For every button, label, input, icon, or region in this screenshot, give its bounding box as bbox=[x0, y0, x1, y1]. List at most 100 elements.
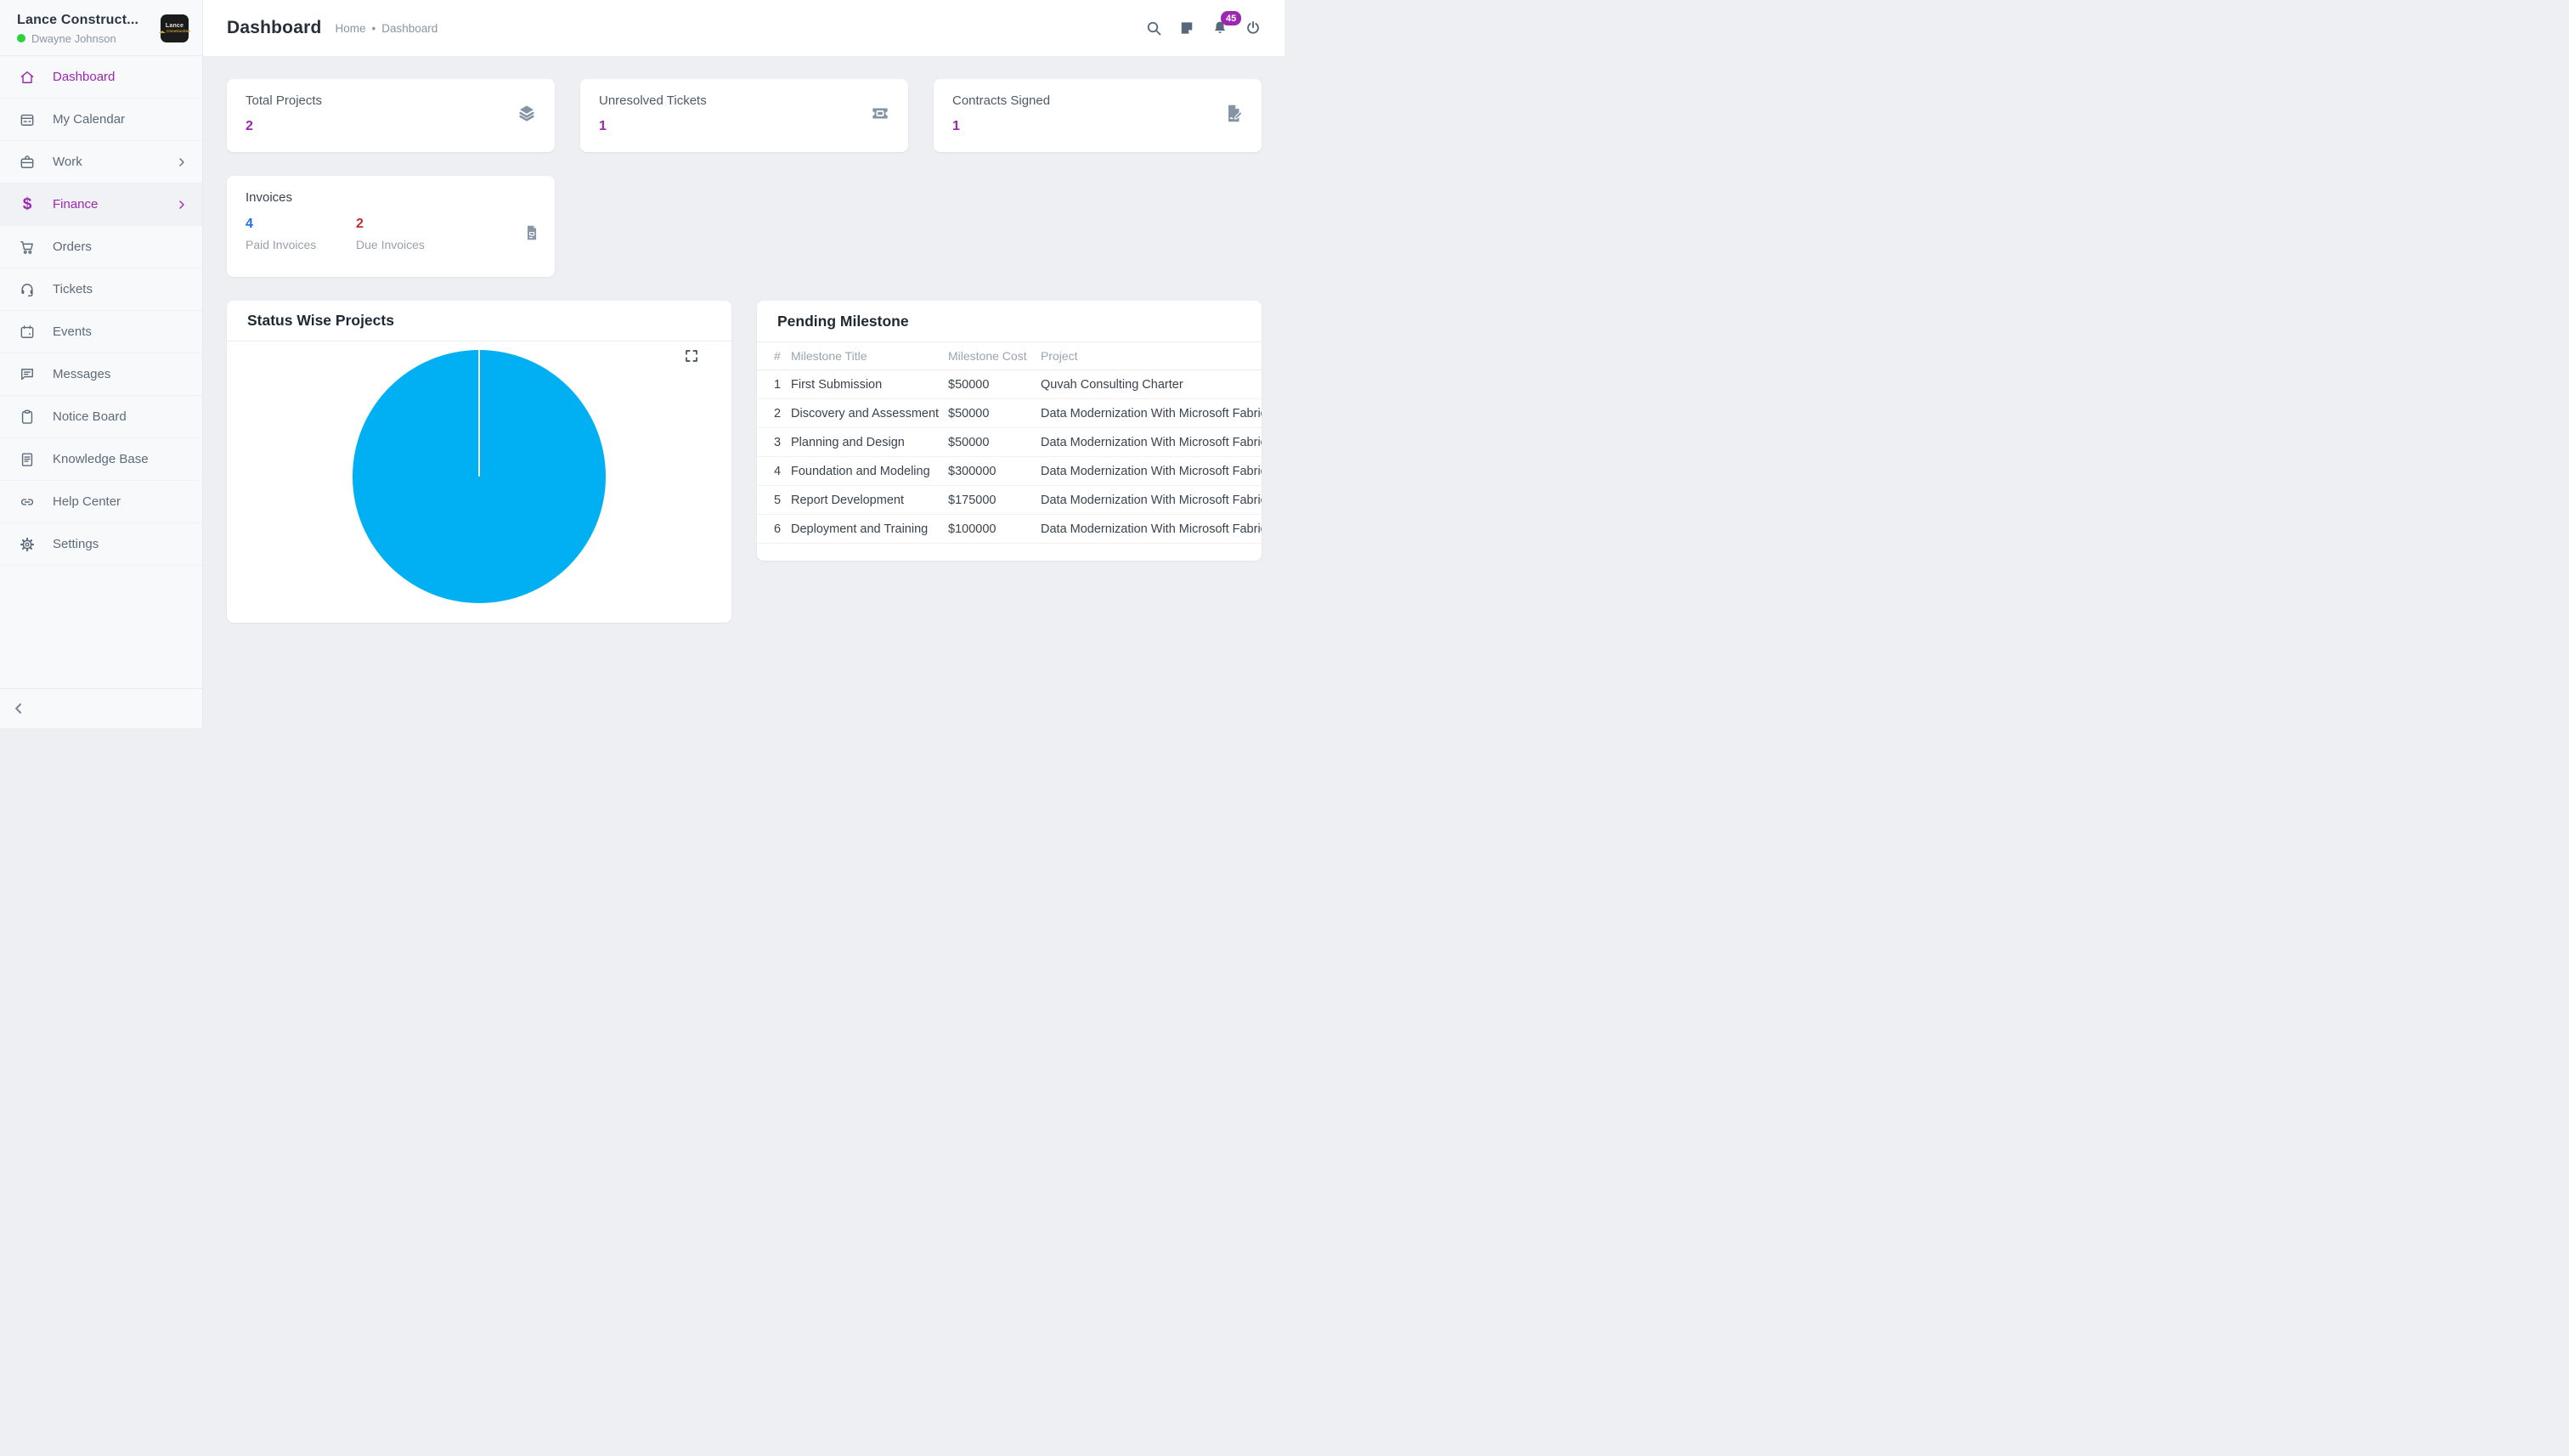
contracts-signed-card: Contracts Signed 1 bbox=[934, 79, 1262, 152]
page-title: Dashboard bbox=[227, 18, 322, 37]
sidebar-item-label: Events bbox=[53, 324, 92, 339]
chevron-right-icon bbox=[175, 198, 189, 212]
notification-badge: 45 bbox=[1221, 11, 1242, 26]
sidebar: Lance Construct... Dwayne Johnson Lance … bbox=[0, 0, 203, 728]
due-invoices-value: 2 bbox=[356, 217, 364, 231]
user-name: Dwayne Johnson bbox=[31, 31, 116, 45]
contract-icon bbox=[1222, 103, 1245, 129]
pending-milestone-card: Pending Milestone # Milestone Title Mile… bbox=[757, 301, 1262, 561]
stat-value: 1 bbox=[952, 119, 960, 133]
chart-header: Status Wise Projects bbox=[227, 301, 731, 341]
sidebar-item-label: Orders bbox=[53, 240, 92, 254]
event-calendar-icon bbox=[19, 324, 36, 341]
breadcrumb-separator: • bbox=[371, 21, 376, 35]
sidebar-item-label: Messages bbox=[53, 367, 111, 381]
table-row: 2 Discovery and Assessment $50000 Data M… bbox=[757, 398, 1262, 428]
cell-project: Data Modernization With Microsoft Fabric bbox=[1041, 427, 1262, 457]
sidebar-item-label: Work bbox=[53, 155, 82, 169]
cell-project: Data Modernization With Microsoft Fabric bbox=[1041, 485, 1262, 515]
invoice-icon bbox=[522, 223, 541, 246]
sidebar-item-label: Help Center bbox=[53, 494, 121, 509]
ticket-icon bbox=[869, 103, 891, 129]
cell-index: 1 bbox=[757, 370, 791, 399]
sidebar-nav: Dashboard My Calendar Work Finance bbox=[0, 56, 202, 688]
milestone-header: Pending Milestone bbox=[757, 301, 1262, 341]
sidebar-item-label: Finance bbox=[53, 197, 99, 212]
cell-project: Data Modernization With Microsoft Fabric bbox=[1041, 456, 1262, 486]
company-logo: Lance Construction bbox=[159, 14, 190, 42]
milestone-table: # Milestone Title Milestone Cost Project… bbox=[757, 341, 1262, 544]
power-icon[interactable] bbox=[1244, 19, 1262, 37]
search-icon[interactable] bbox=[1144, 19, 1163, 37]
roof-icon bbox=[159, 30, 166, 33]
status-wise-projects-card: Status Wise Projects bbox=[227, 301, 731, 623]
sidebar-item-my-calendar[interactable]: My Calendar bbox=[0, 99, 202, 141]
chevron-right-icon bbox=[175, 155, 189, 169]
fullscreen-icon[interactable] bbox=[684, 348, 699, 364]
table-header-row: # Milestone Title Milestone Cost Project bbox=[757, 341, 1262, 370]
table-row: 6 Deployment and Training $100000 Data M… bbox=[757, 514, 1262, 544]
sidebar-item-settings[interactable]: Settings bbox=[0, 523, 202, 566]
sidebar-item-knowledge-base[interactable]: Knowledge Base bbox=[0, 438, 202, 481]
sidebar-collapse-button[interactable] bbox=[10, 697, 32, 720]
breadcrumb-home[interactable]: Home bbox=[335, 21, 366, 35]
sidebar-item-help-center[interactable]: Help Center bbox=[0, 481, 202, 523]
cell-project: Quvah Consulting Charter bbox=[1041, 370, 1262, 399]
logo-line1: Lance bbox=[165, 23, 184, 30]
stat-label: Contracts Signed bbox=[952, 93, 1051, 108]
message-icon bbox=[19, 366, 36, 383]
paid-invoices-value: 4 bbox=[246, 217, 253, 231]
sidebar-item-dashboard[interactable]: Dashboard bbox=[0, 56, 202, 99]
cell-title: Discovery and Assessment bbox=[791, 398, 948, 428]
table-row: 5 Report Development $175000 Data Modern… bbox=[757, 485, 1262, 515]
stat-value: 1 bbox=[599, 119, 607, 133]
cell-title: Foundation and Modeling bbox=[791, 456, 948, 486]
sidebar-item-finance[interactable]: Finance bbox=[0, 183, 202, 226]
col-header-title: Milestone Title bbox=[791, 341, 948, 370]
top-header: Dashboard Home • Dashboard 45 bbox=[203, 0, 1284, 56]
col-header-project: Project bbox=[1041, 341, 1262, 370]
chevron-left-icon bbox=[15, 703, 22, 714]
dollar-icon bbox=[19, 196, 36, 213]
sidebar-item-tickets[interactable]: Tickets bbox=[0, 268, 202, 311]
stat-label: Unresolved Tickets bbox=[599, 93, 707, 108]
paid-invoices-stat: 4 Paid Invoices bbox=[246, 217, 356, 251]
table-row: 3 Planning and Design $50000 Data Modern… bbox=[757, 427, 1262, 457]
notes-icon[interactable] bbox=[1177, 19, 1196, 37]
cell-index: 4 bbox=[757, 456, 791, 486]
cell-index: 6 bbox=[757, 514, 791, 544]
link-icon bbox=[19, 494, 36, 511]
cell-cost: $50000 bbox=[948, 398, 1041, 428]
app-window: Lance Construct... Dwayne Johnson Lance … bbox=[0, 0, 1284, 728]
breadcrumb-current: Dashboard bbox=[381, 21, 438, 35]
sidebar-footer bbox=[0, 688, 202, 728]
cell-cost: $300000 bbox=[948, 456, 1041, 486]
col-header-index: # bbox=[757, 341, 791, 370]
sidebar-item-label: Tickets bbox=[53, 282, 93, 296]
sidebar-item-messages[interactable]: Messages bbox=[0, 353, 202, 396]
stat-value: 2 bbox=[246, 119, 253, 133]
briefcase-icon bbox=[19, 154, 36, 171]
sidebar-item-label: Settings bbox=[53, 537, 99, 551]
total-projects-card: Total Projects 2 bbox=[227, 79, 555, 152]
header-actions: 45 bbox=[1144, 11, 1262, 37]
sidebar-item-notice-board[interactable]: Notice Board bbox=[0, 396, 202, 438]
company-name: Lance Construct... bbox=[17, 12, 139, 27]
sidebar-item-orders[interactable]: Orders bbox=[0, 226, 202, 268]
sidebar-item-work[interactable]: Work bbox=[0, 141, 202, 183]
status-pie-chart[interactable] bbox=[353, 350, 606, 603]
cell-title: Report Development bbox=[791, 485, 948, 515]
stat-label: Total Projects bbox=[246, 93, 323, 108]
paid-invoices-label: Paid Invoices bbox=[246, 238, 317, 251]
online-status-dot bbox=[17, 34, 25, 42]
sidebar-item-label: Knowledge Base bbox=[53, 452, 149, 466]
breadcrumb: Home • Dashboard bbox=[336, 22, 438, 35]
logo-line2: Construction bbox=[159, 29, 190, 34]
invoices-title: Invoices bbox=[246, 190, 293, 205]
sidebar-item-events[interactable]: Events bbox=[0, 311, 202, 353]
pie-slice-divider bbox=[478, 350, 480, 477]
bell-icon[interactable]: 45 bbox=[1211, 11, 1242, 37]
home-icon bbox=[19, 69, 36, 86]
due-invoices-label: Due Invoices bbox=[356, 238, 425, 251]
sidebar-item-label: Dashboard bbox=[53, 70, 116, 84]
